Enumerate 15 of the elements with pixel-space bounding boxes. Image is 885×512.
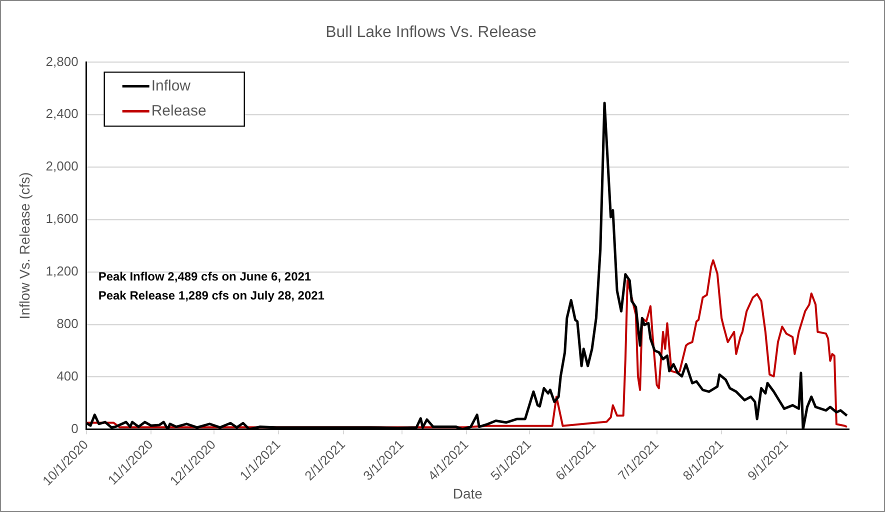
y-tick-label: 400	[56, 368, 78, 384]
legend-label: Release	[151, 102, 206, 120]
y-tick-label: 2,800	[46, 54, 78, 69]
y-tick-label: 1,600	[46, 211, 78, 226]
y-axis-title: Inflow Vs. Release (cfs)	[16, 172, 32, 320]
annotation: Peak Inflow 2,489 cfs on June 6, 2021	[98, 270, 312, 284]
y-tick-label: 2,400	[46, 106, 78, 122]
legend-label: Inflow	[151, 77, 191, 94]
x-axis-title: Date	[452, 485, 483, 502]
y-tick-label: 0	[71, 420, 78, 436]
y-tick-label: 2,000	[46, 158, 78, 174]
y-tick-label: 800	[56, 316, 78, 331]
annotation: Peak Release 1,289 cfs on July 28, 2021	[98, 288, 325, 303]
y-tick-label: 1,200	[46, 264, 78, 279]
chart-title: Bull Lake Inflows Vs. Release	[326, 24, 536, 42]
